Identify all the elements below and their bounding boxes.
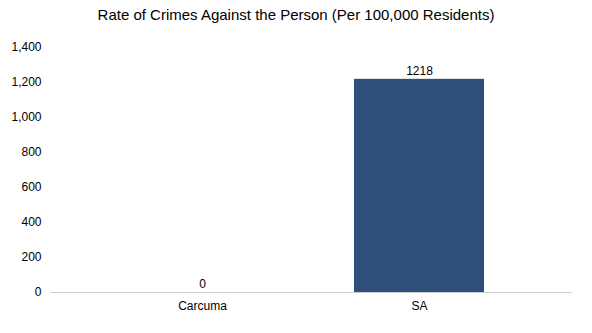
svg-text:1,000: 1,000 (11, 110, 41, 124)
svg-text:SA: SA (411, 299, 427, 313)
svg-text:800: 800 (21, 145, 41, 159)
svg-text:0: 0 (35, 285, 42, 299)
svg-text:0: 0 (199, 277, 206, 291)
svg-text:600: 600 (21, 180, 41, 194)
svg-text:Carcuma: Carcuma (178, 299, 227, 313)
svg-text:1,400: 1,400 (11, 40, 41, 54)
svg-text:1,200: 1,200 (11, 75, 41, 89)
svg-text:400: 400 (21, 215, 41, 229)
html-text:Rate of Crimes Against the Per: Rate of Crimes Against the Person (Per 1… (97, 6, 495, 23)
svg-text:1218: 1218 (406, 64, 433, 78)
svg-text:200: 200 (21, 250, 41, 264)
